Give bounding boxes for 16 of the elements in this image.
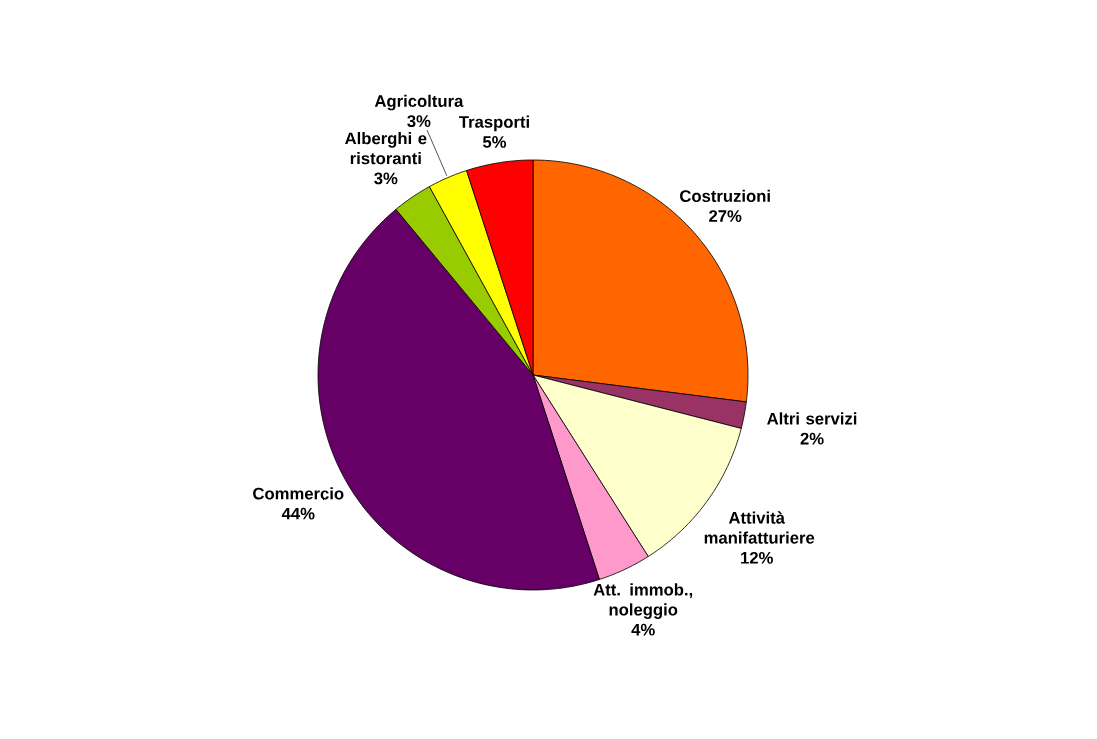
slice-label: Altri servizi: [767, 412, 857, 425]
slice-label: Att. immob., noleggio: [593, 583, 693, 619]
data-label: 27%: [709, 210, 742, 222]
slice-label: Alberghi e ristoranti: [345, 132, 427, 165]
data-label: 4%: [631, 623, 655, 636]
data-label: 2%: [800, 432, 824, 445]
data-label: 44%: [281, 507, 315, 520]
slice-label: Commercio: [253, 487, 344, 500]
data-label: 3%: [407, 115, 431, 128]
data-label: 12%: [741, 551, 773, 564]
data-label: 5%: [482, 136, 507, 148]
slice-label: Costruzioni: [680, 189, 770, 202]
slice-label: Trasporti: [459, 115, 529, 132]
data-label: 3%: [374, 172, 398, 185]
slice-label: Attività manifatturiere: [704, 511, 815, 544]
slice-label: Agricoltura: [374, 94, 464, 111]
